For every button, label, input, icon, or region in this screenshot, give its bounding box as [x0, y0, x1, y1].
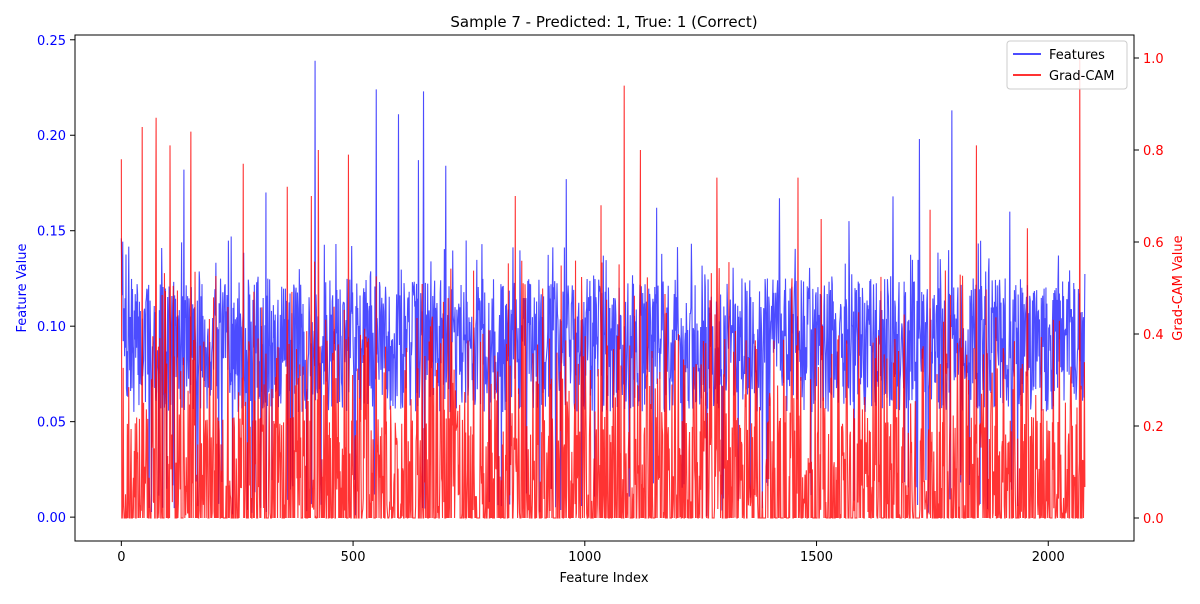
- plot-frame: [74, 34, 1135, 542]
- left-y-tick-label: 0.10: [37, 320, 66, 335]
- series-layer: [120, 57, 1086, 520]
- left-y-tick-label: 0.25: [37, 34, 66, 49]
- x-tick-label: 1500: [800, 550, 833, 565]
- x-axis-label: Feature Index: [559, 571, 648, 586]
- series-line-gradcam: [120, 57, 1086, 520]
- series-line-features: [120, 60, 1086, 516]
- right-y-tick-label: 0.4: [1143, 328, 1164, 343]
- x-tick-label: 1000: [568, 550, 601, 565]
- x-tick-label: 2000: [1032, 550, 1065, 565]
- right-y-tick-label: 1.0: [1143, 52, 1164, 67]
- right-y-tick-label: 0.2: [1143, 420, 1164, 435]
- left-y-tick-label: 0.20: [37, 129, 66, 144]
- legend-label-gradcam: Grad-CAM: [1049, 69, 1115, 84]
- x-tick-label: 0: [117, 550, 125, 565]
- x-tick-label: 500: [341, 550, 366, 565]
- right-y-axis-label: Grad-CAM Value: [1171, 235, 1186, 340]
- legend-label-features: Features: [1049, 48, 1105, 63]
- axes-layer: 0 500 1000 1500 2000 0.00 0.05 0.10 0.15 0.20 0.25…: [37, 34, 1164, 565]
- left-y-tick-label: 0.00: [37, 511, 66, 526]
- legend: Features Grad-CAM: [1006, 40, 1128, 90]
- chart-title: Sample 7 - Predicted: 1, True: 1 (Correc…: [450, 13, 757, 31]
- right-y-tick-label: 0.0: [1143, 512, 1164, 527]
- left-y-tick-label: 0.15: [37, 225, 66, 240]
- left-y-tick-label: 0.05: [37, 416, 66, 431]
- right-y-tick-label: 0.6: [1143, 236, 1164, 251]
- left-y-axis-label: Feature Value: [15, 244, 30, 333]
- right-y-tick-label: 0.8: [1143, 144, 1164, 159]
